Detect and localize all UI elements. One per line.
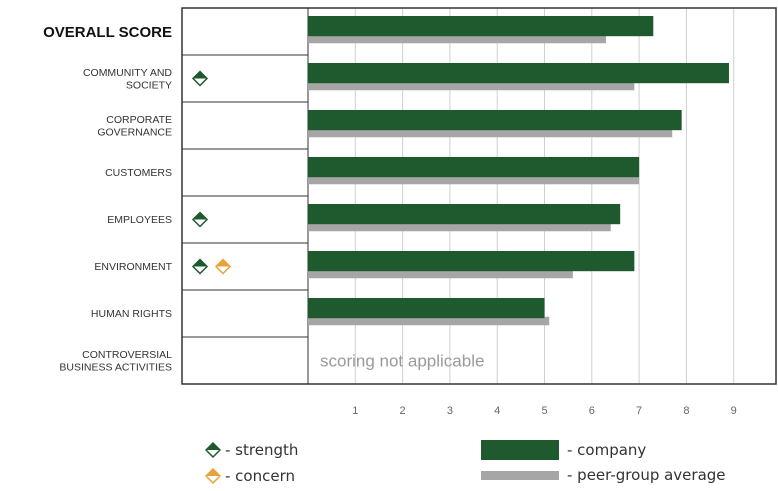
company-bar	[308, 297, 545, 319]
company-swatch	[481, 440, 559, 460]
category-label: CORPORATE	[106, 114, 172, 126]
peer-bar	[308, 34, 606, 44]
legend-strength: - strength	[205, 441, 298, 459]
legend-peer: - peer-group average	[481, 466, 726, 484]
legend-strength-label: - strength	[225, 441, 299, 459]
category-label: GOVERNANCE	[97, 126, 172, 138]
category-label: SOCIETY	[126, 79, 172, 91]
x-tick-label: 5	[541, 405, 547, 417]
peer-bar	[308, 81, 635, 91]
company-bar	[308, 15, 654, 37]
category-label: ENVIRONMENT	[94, 261, 172, 273]
legend-concern: - concern	[205, 467, 295, 485]
peer-bar	[308, 269, 573, 279]
x-tick-label: 1	[352, 405, 358, 417]
strength-icon	[191, 70, 209, 87]
category-label: CUSTOMERS	[105, 167, 172, 179]
company-bar	[308, 250, 635, 272]
peer-bar	[308, 175, 640, 185]
company-bar	[308, 109, 682, 131]
concern-icon	[214, 258, 232, 275]
x-tick-label: 6	[589, 405, 595, 417]
x-tick-label: 2	[400, 405, 406, 417]
x-tick-label: 3	[447, 405, 453, 417]
category-label: BUSINESS ACTIVITIES	[59, 361, 172, 373]
chart-frame	[181, 7, 777, 385]
peer-bar	[308, 316, 550, 326]
category-label: CONTROVERSIAL	[82, 349, 172, 361]
company-bar	[308, 203, 621, 225]
company-bar	[308, 156, 640, 178]
not-applicable-label: scoring not applicable	[320, 352, 484, 371]
peer-swatch	[481, 470, 559, 480]
legend-company: - company	[481, 440, 646, 460]
x-tick-label: 8	[683, 405, 689, 417]
strength-icon	[191, 211, 209, 228]
company-bar	[308, 62, 729, 84]
legend-company-label: - company	[567, 441, 647, 459]
category-label: COMMUNITY AND	[83, 67, 172, 79]
category-label: HUMAN RIGHTS	[91, 308, 172, 320]
peer-bar	[308, 128, 673, 138]
category-label: EMPLOYEES	[107, 214, 172, 226]
strength-icon	[205, 442, 221, 458]
peer-bar	[308, 222, 611, 232]
category-label: OVERALL SCORE	[43, 24, 172, 41]
x-tick-label: 9	[731, 405, 737, 417]
legend-concern-label: - concern	[225, 467, 295, 485]
strength-icon	[191, 258, 209, 275]
x-tick-label: 7	[636, 405, 642, 417]
legend-peer-label: - peer-group average	[567, 466, 726, 484]
x-tick-label: 4	[494, 405, 500, 417]
concern-icon	[205, 468, 221, 484]
